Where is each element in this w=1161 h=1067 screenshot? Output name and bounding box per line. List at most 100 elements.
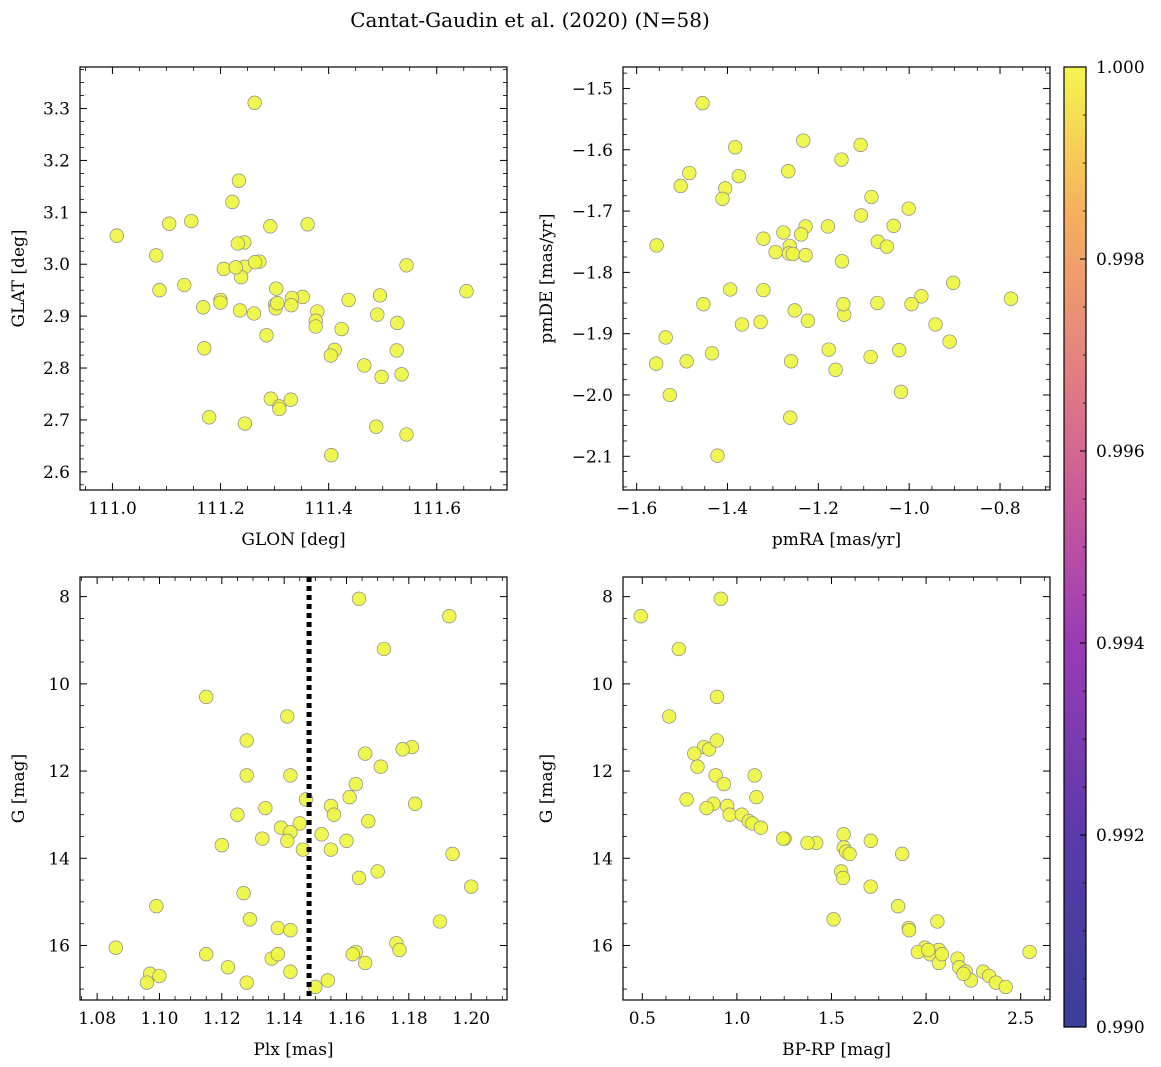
data-point: [228, 260, 243, 275]
data-point: [339, 833, 354, 848]
data-point: [372, 288, 388, 303]
data-point: [280, 709, 295, 724]
y-axis-label: G [mag]: [537, 754, 557, 823]
data-point: [314, 827, 329, 842]
y-tick-label: −2.0: [572, 386, 613, 406]
data-point: [177, 277, 192, 293]
data-point: [834, 152, 849, 167]
data-point: [904, 297, 919, 312]
data-point: [242, 912, 258, 927]
colorbar-tick-label: 0.990: [1096, 1018, 1145, 1038]
data-point: [239, 733, 254, 748]
data-point: [258, 800, 273, 816]
x-tick-label: 2.0: [913, 1009, 940, 1029]
data-point: [753, 314, 768, 330]
data-point: [280, 833, 295, 848]
axes-frame: [622, 576, 1051, 1001]
data-point: [713, 591, 728, 606]
data-point: [723, 282, 738, 297]
data-point: [835, 870, 851, 886]
data-point: [348, 776, 363, 792]
data-point: [270, 920, 286, 936]
data-point: [373, 759, 388, 774]
y-axis-label: G [mag]: [9, 754, 29, 823]
data-point: [956, 966, 971, 981]
axes-frame: [622, 66, 1051, 491]
x-tick-label: 1.20: [452, 1009, 490, 1029]
panel-bprp-g: 0.5 1.0 1.5 2.0 2.5 8 10 12 14 16 BP-RP [mag] G [ma…: [537, 576, 1051, 1060]
data-point: [921, 942, 936, 958]
data-point: [800, 835, 815, 851]
data-point: [914, 289, 929, 304]
data-point: [749, 790, 764, 805]
axes-frame: [79, 66, 508, 491]
x-tick-label: 111.0: [88, 499, 137, 519]
data-point: [345, 947, 360, 962]
data-point: [246, 306, 262, 321]
data-point: [239, 975, 254, 990]
axes-frame: [79, 576, 508, 1001]
data-point: [272, 401, 287, 417]
data-point: [879, 239, 895, 254]
data-point: [283, 964, 298, 979]
x-tick-label: −1.2: [798, 499, 839, 519]
data-point: [236, 886, 251, 901]
y-tick-label: 8: [602, 588, 613, 608]
x-tick-label: 1.16: [328, 1009, 366, 1029]
colorbar-tick-label: 0.992: [1096, 826, 1145, 846]
data-point: [196, 300, 211, 315]
x-tick-label: 1.18: [390, 1009, 428, 1029]
x-tick-label: 1.08: [78, 1009, 116, 1029]
data-point: [202, 410, 217, 425]
data-point: [930, 914, 945, 929]
data-point: [886, 218, 901, 233]
y-tick-label: 2.6: [43, 463, 70, 483]
data-point: [679, 354, 694, 369]
data-point: [270, 947, 286, 962]
x-axis-label: GLON [deg]: [241, 530, 345, 550]
x-tick-label: 1.14: [265, 1009, 303, 1029]
data-point: [263, 219, 278, 234]
data-point: [283, 923, 298, 938]
scatter-points: [109, 95, 474, 463]
x-tick-label: −1.6: [616, 499, 657, 519]
scatter-points: [108, 591, 479, 995]
data-point: [308, 319, 323, 334]
y-tick-label: −2.1: [572, 447, 613, 467]
data-point: [722, 807, 737, 822]
data-point: [139, 975, 155, 990]
y-tick-label: 14: [591, 849, 613, 869]
data-point: [351, 870, 367, 886]
data-point: [834, 254, 850, 269]
data-point: [709, 733, 724, 748]
data-point: [225, 194, 240, 210]
data-point: [323, 842, 339, 857]
data-point: [901, 201, 916, 216]
data-point: [269, 281, 284, 296]
y-tick-label: 10: [591, 675, 613, 695]
data-point: [392, 942, 407, 958]
y-tick-label: 16: [48, 936, 70, 956]
data-point: [199, 689, 214, 705]
data-point: [998, 979, 1013, 995]
data-point: [199, 947, 214, 962]
colorbar: 0.990 0.992 0.994 0.996 0.998 1.000: [1063, 58, 1145, 1038]
data-point: [673, 178, 688, 194]
data-point: [216, 261, 231, 277]
data-point: [798, 248, 813, 263]
y-tick-label: 10: [48, 675, 70, 695]
data-point: [658, 330, 673, 345]
data-point: [432, 914, 448, 929]
data-point: [828, 362, 843, 377]
data-point: [247, 95, 262, 110]
data-point: [756, 282, 771, 298]
data-point: [776, 225, 791, 240]
data-point: [394, 367, 409, 382]
data-point: [341, 292, 356, 308]
panel-pmra-pmde: −1.6 −1.4 −1.2 −1.0 −0.8 −2.1 −2.0 −1.9 −1.8 −1.7…: [537, 66, 1051, 550]
data-point: [704, 346, 720, 361]
y-tick-label: −1.6: [572, 141, 613, 161]
data-point: [734, 317, 750, 332]
data-point: [247, 255, 263, 270]
